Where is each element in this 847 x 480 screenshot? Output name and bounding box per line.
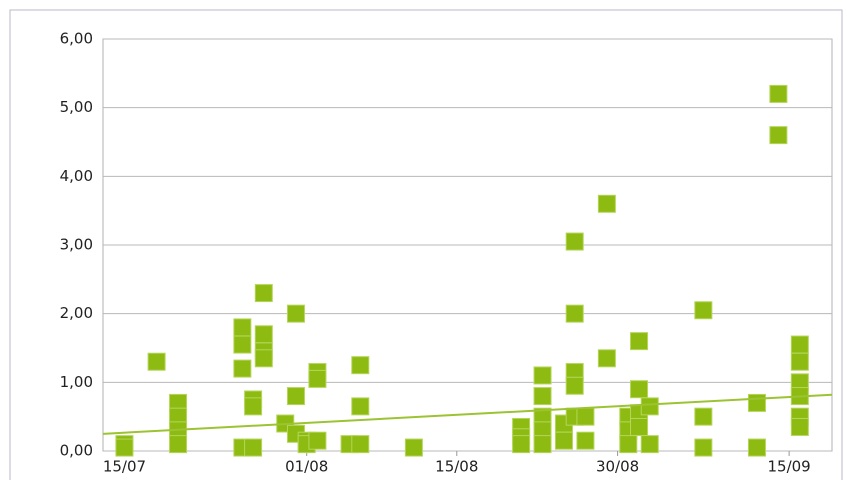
point xyxy=(512,435,531,454)
point xyxy=(115,438,134,457)
point xyxy=(769,84,788,103)
point xyxy=(576,431,595,450)
point xyxy=(351,397,370,416)
point xyxy=(790,335,809,354)
point xyxy=(244,397,263,416)
point xyxy=(554,431,573,450)
point xyxy=(694,301,713,320)
point xyxy=(244,438,263,457)
y-tick-label: 4,00 xyxy=(60,167,93,185)
point xyxy=(533,366,552,385)
x-tick-label: 15/08 xyxy=(435,458,478,476)
y-tick-label: 3,00 xyxy=(60,236,93,254)
point xyxy=(233,359,252,378)
point xyxy=(694,407,713,426)
point xyxy=(790,352,809,371)
y-tick-label: 0,00 xyxy=(60,442,93,460)
point xyxy=(254,284,273,303)
point xyxy=(533,387,552,406)
point xyxy=(790,417,809,436)
point xyxy=(630,380,649,399)
x-tick-label: 15/07 xyxy=(103,458,146,476)
point xyxy=(147,352,166,371)
point xyxy=(286,387,305,406)
point xyxy=(254,325,273,344)
point xyxy=(576,407,595,426)
point xyxy=(233,318,252,337)
point xyxy=(533,435,552,454)
point xyxy=(233,335,252,354)
point xyxy=(630,332,649,351)
point xyxy=(169,435,188,454)
point xyxy=(640,397,659,416)
point xyxy=(308,369,327,388)
point xyxy=(286,304,305,323)
point xyxy=(747,393,766,412)
y-tick-label: 1,00 xyxy=(60,373,93,391)
point xyxy=(351,356,370,375)
point xyxy=(351,435,370,454)
point xyxy=(565,232,584,251)
x-tick-label: 15/09 xyxy=(768,458,811,476)
x-tick-label: 01/08 xyxy=(285,458,328,476)
y-tick-label: 2,00 xyxy=(60,304,93,322)
point xyxy=(597,194,616,213)
point xyxy=(769,126,788,145)
point xyxy=(254,349,273,368)
point xyxy=(630,417,649,436)
point xyxy=(565,304,584,323)
point xyxy=(640,435,659,454)
point xyxy=(565,376,584,395)
point xyxy=(747,438,766,457)
point xyxy=(308,431,327,450)
y-tick-label: 5,00 xyxy=(60,98,93,116)
y-tick-label: 6,00 xyxy=(60,30,93,48)
trendline xyxy=(102,393,833,435)
point xyxy=(619,435,638,454)
point xyxy=(597,349,616,368)
x-tick-label: 30/08 xyxy=(596,458,639,476)
point xyxy=(694,438,713,457)
point xyxy=(404,438,423,457)
